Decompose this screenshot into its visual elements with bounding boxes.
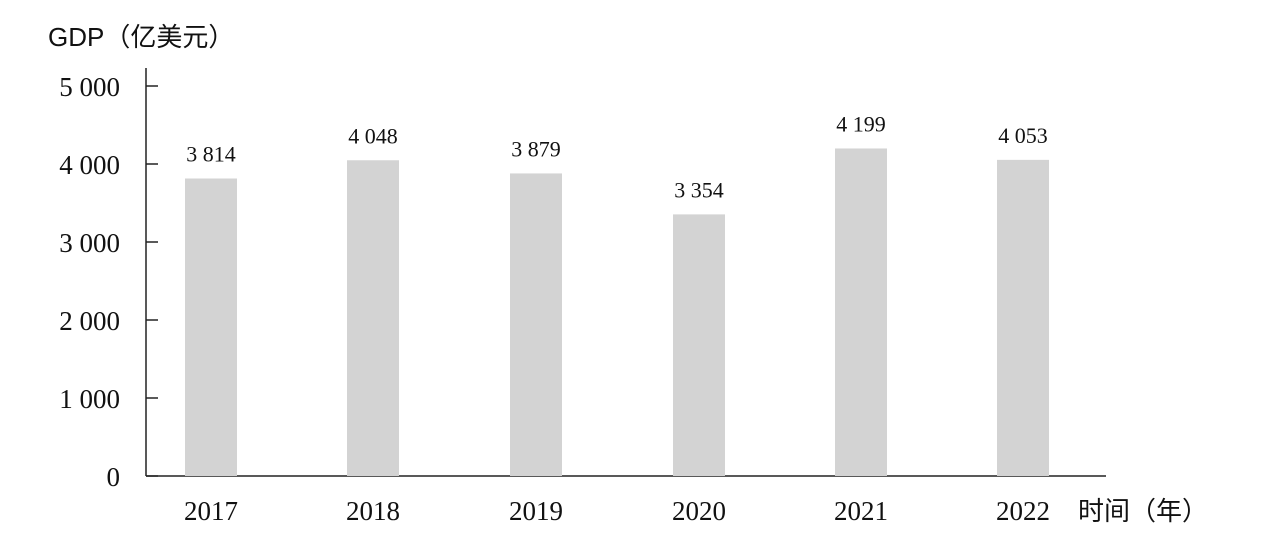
bar-2022 bbox=[997, 159, 1049, 476]
x-tick-label: 2017 bbox=[184, 496, 238, 526]
bar-2019 bbox=[510, 173, 562, 477]
bars bbox=[185, 148, 1049, 477]
y-ticks: 0 1 000 2 000 3 000 4 000 5 000 bbox=[59, 72, 158, 492]
y-tick-label: 5 000 bbox=[59, 72, 120, 102]
y-tick-label: 4 000 bbox=[59, 150, 120, 180]
bar-2021 bbox=[835, 148, 887, 476]
bar-value-label: 4 048 bbox=[348, 123, 398, 148]
x-tick-label: 2018 bbox=[346, 496, 400, 526]
bar-2020 bbox=[673, 214, 725, 476]
x-axis-label: 时间（年） bbox=[1078, 496, 1208, 526]
bar-value-label: 4 199 bbox=[836, 111, 886, 136]
bar-value-labels: 3 814 4 048 3 879 3 354 4 199 4 053 bbox=[186, 111, 1048, 202]
y-tick-label: 0 bbox=[107, 462, 121, 492]
bar-value-label: 3 354 bbox=[674, 177, 724, 202]
bar-2017 bbox=[185, 178, 237, 476]
x-tick-label: 2019 bbox=[509, 496, 563, 526]
y-axis-label: GDP（亿美元） bbox=[48, 22, 234, 52]
bar-value-label: 3 814 bbox=[186, 142, 236, 167]
bar-value-label: 3 879 bbox=[511, 136, 561, 161]
x-tick-label: 2020 bbox=[672, 496, 726, 526]
bar-value-label: 4 053 bbox=[998, 123, 1048, 148]
x-tick-label: 2021 bbox=[834, 496, 888, 526]
y-tick-label: 3 000 bbox=[59, 228, 120, 258]
x-tick-label: 2022 bbox=[996, 496, 1050, 526]
x-tick-labels: 2017 2018 2019 2020 2021 2022 bbox=[184, 496, 1050, 526]
y-tick-label: 1 000 bbox=[59, 384, 120, 414]
y-tick-label: 2 000 bbox=[59, 306, 120, 336]
bar-2018 bbox=[347, 160, 399, 477]
